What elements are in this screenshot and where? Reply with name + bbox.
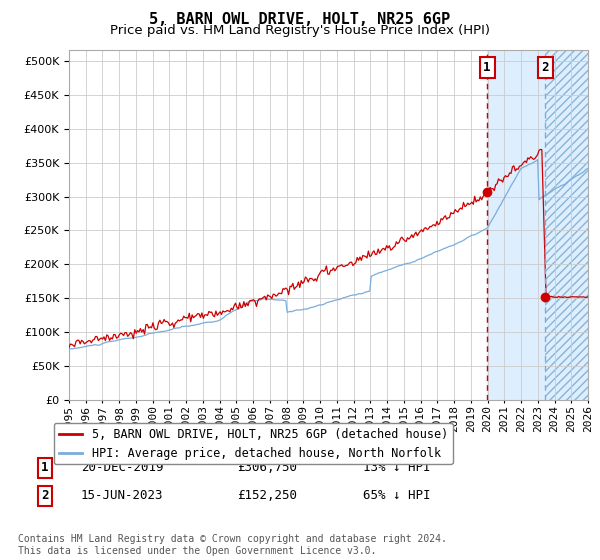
Text: £152,250: £152,250 — [237, 489, 297, 502]
Text: 65% ↓ HPI: 65% ↓ HPI — [363, 489, 431, 502]
Text: 20-DEC-2019: 20-DEC-2019 — [81, 461, 163, 474]
Text: 13% ↓ HPI: 13% ↓ HPI — [363, 461, 431, 474]
Bar — [487, 50, 588, 400]
Text: Price paid vs. HM Land Registry's House Price Index (HPI): Price paid vs. HM Land Registry's House … — [110, 24, 490, 36]
Text: £306,750: £306,750 — [237, 461, 297, 474]
Text: 15-JUN-2023: 15-JUN-2023 — [81, 489, 163, 502]
Bar — [545, 47, 588, 400]
Text: 1: 1 — [41, 461, 49, 474]
Text: 5, BARN OWL DRIVE, HOLT, NR25 6GP: 5, BARN OWL DRIVE, HOLT, NR25 6GP — [149, 12, 451, 27]
Text: Contains HM Land Registry data © Crown copyright and database right 2024.
This d: Contains HM Land Registry data © Crown c… — [18, 534, 447, 556]
Text: 2: 2 — [542, 61, 549, 74]
Text: 1: 1 — [483, 61, 491, 74]
Text: 2: 2 — [41, 489, 49, 502]
Legend: 5, BARN OWL DRIVE, HOLT, NR25 6GP (detached house), HPI: Average price, detached: 5, BARN OWL DRIVE, HOLT, NR25 6GP (detac… — [54, 423, 452, 464]
